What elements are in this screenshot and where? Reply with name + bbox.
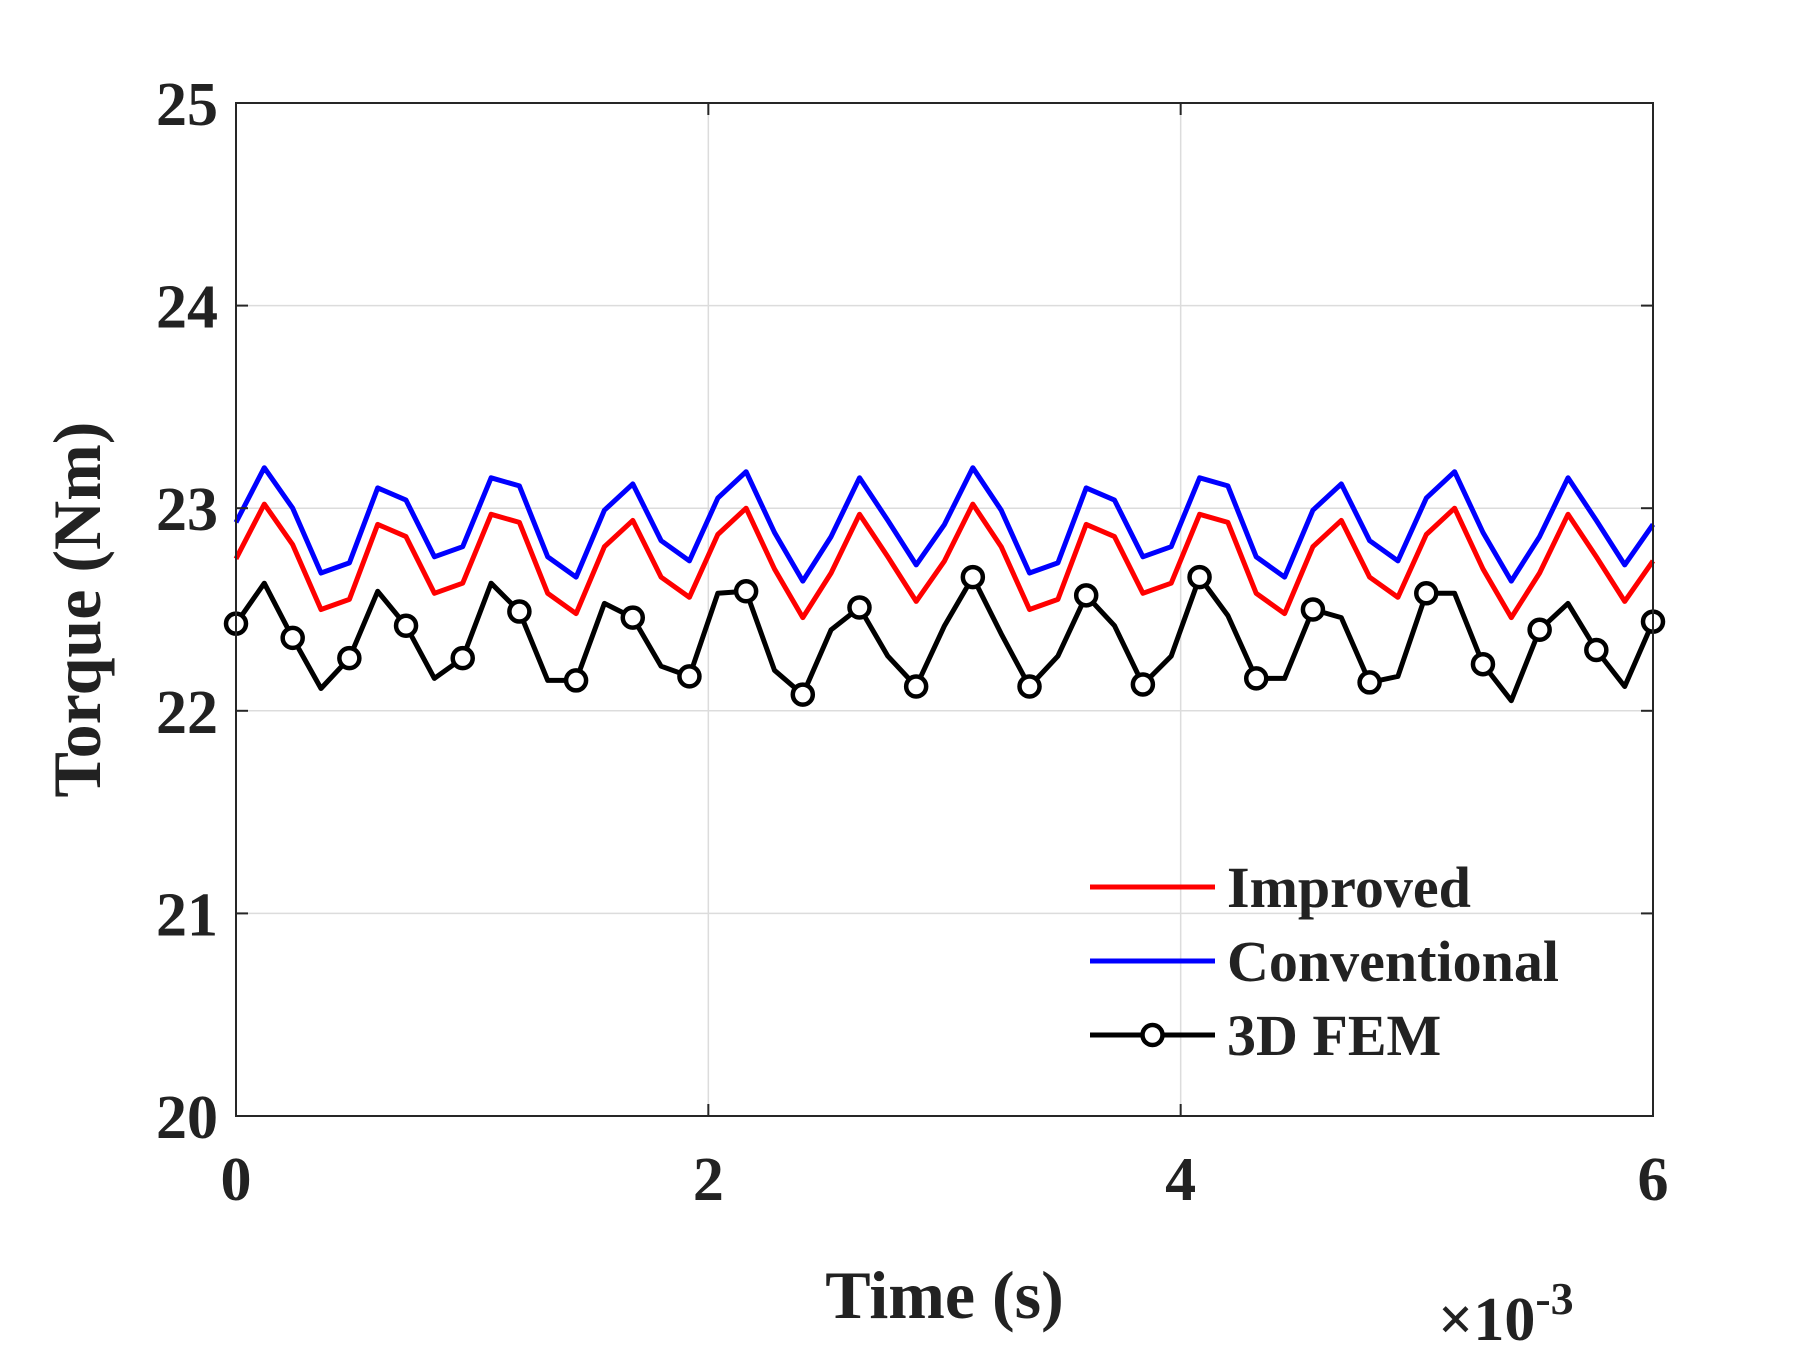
plot-frame bbox=[235, 102, 1654, 1117]
data-point-marker bbox=[1073, 583, 1099, 608]
plot-series bbox=[223, 465, 1666, 707]
series-line bbox=[233, 501, 1656, 621]
y-tick-label: 21 bbox=[156, 881, 218, 949]
legend-label: Improved bbox=[1227, 855, 1471, 920]
data-point-marker bbox=[960, 564, 986, 590]
y-tick-label: 23 bbox=[156, 476, 218, 544]
x-tick-label: 0 bbox=[221, 1146, 252, 1214]
data-point-marker bbox=[1300, 597, 1326, 622]
series-line bbox=[233, 465, 1656, 584]
y-tick-label: 24 bbox=[156, 274, 218, 342]
x-axis-exponent-base: ×10 bbox=[1438, 1286, 1535, 1349]
data-point-marker bbox=[507, 599, 532, 624]
series-improved bbox=[233, 501, 1656, 621]
data-point-marker bbox=[847, 595, 872, 620]
x-tick-label: 4 bbox=[1165, 1146, 1196, 1214]
x-axis-exponent-power: -3 bbox=[1535, 1273, 1573, 1324]
data-point-marker bbox=[1017, 674, 1042, 699]
legend-label: Conventional bbox=[1227, 929, 1559, 994]
y-tick-label: 20 bbox=[156, 1084, 218, 1152]
data-point-marker bbox=[620, 605, 646, 630]
legend-entry: Improved bbox=[1090, 855, 1471, 920]
y-axis-title: Torque (Nm) bbox=[39, 422, 115, 798]
y-tick-label: 25 bbox=[156, 71, 218, 139]
y-tick-label: 22 bbox=[156, 679, 218, 747]
data-point-marker bbox=[733, 579, 759, 604]
legend: Improved Conventional 3D FEM bbox=[1090, 855, 1559, 1068]
data-point-marker bbox=[393, 613, 419, 638]
data-point-marker bbox=[1130, 672, 1156, 697]
data-point-marker bbox=[1414, 581, 1439, 606]
data-point-marker bbox=[1187, 564, 1212, 590]
data-point-marker bbox=[1470, 651, 1496, 677]
data-point-marker bbox=[1357, 670, 1382, 695]
x-tick-label: 6 bbox=[1638, 1146, 1669, 1214]
data-point-marker bbox=[563, 668, 589, 693]
series-conventional bbox=[233, 465, 1656, 584]
series-3d-fem bbox=[223, 564, 1666, 707]
x-axis-title: Time (s) bbox=[825, 1257, 1064, 1333]
x-axis-exponent: ×10-3 bbox=[1438, 1273, 1574, 1349]
data-point-marker bbox=[1243, 666, 1269, 691]
data-point-marker bbox=[1527, 617, 1552, 643]
series-line bbox=[233, 574, 1656, 704]
legend-label: 3D FEM bbox=[1227, 1003, 1441, 1068]
data-point-marker bbox=[337, 645, 362, 671]
data-point-marker bbox=[790, 682, 816, 707]
data-point-marker bbox=[1584, 637, 1609, 663]
legend-entry: Conventional bbox=[1090, 929, 1559, 994]
x-tick-label: 2 bbox=[693, 1146, 724, 1214]
data-point-marker bbox=[903, 674, 929, 699]
legend-marker bbox=[1140, 1022, 1165, 1048]
legend-entry: 3D FEM bbox=[1090, 1003, 1441, 1068]
data-point-marker bbox=[677, 664, 702, 689]
data-point-marker bbox=[280, 625, 305, 651]
data-point-marker bbox=[450, 645, 475, 671]
